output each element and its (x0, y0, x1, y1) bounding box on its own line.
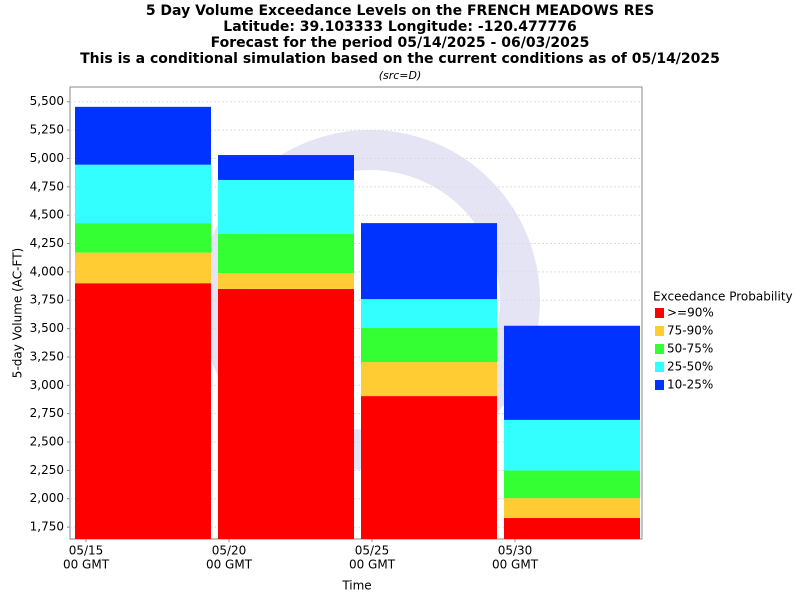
bar-segment (218, 288, 354, 539)
legend-swatch (655, 326, 664, 336)
y-tick-label: 5,500 (30, 94, 64, 108)
x-tick-label: 05/30 (498, 544, 533, 558)
bar-segment (361, 362, 497, 397)
bar-segment (361, 299, 497, 329)
x-tick-label: 00 GMT (492, 558, 539, 572)
bar-segment (218, 273, 354, 289)
x-tick-label: 00 GMT (63, 558, 110, 572)
legend-swatch (655, 362, 664, 372)
chart-title: Forecast for the period 05/14/2025 - 06/… (211, 35, 590, 51)
bar-segment (361, 223, 497, 300)
legend-label: 10-25% (667, 378, 713, 392)
y-tick-label: 3,000 (30, 378, 64, 392)
x-tick-label: 05/15 (69, 544, 104, 558)
legend-swatch (655, 308, 664, 318)
legend-label: 50-75% (667, 342, 713, 356)
legend-swatch (655, 344, 664, 354)
x-tick-label: 00 GMT (349, 558, 396, 572)
y-tick-label: 4,750 (30, 179, 64, 193)
bar-segment (504, 419, 640, 471)
bar-segment (504, 498, 640, 519)
bar-segment (75, 252, 211, 284)
y-tick-label: 4,250 (30, 236, 64, 250)
y-tick-label: 3,250 (30, 349, 64, 363)
y-tick-label: 2,000 (30, 491, 64, 505)
chart-title: 5 Day Volume Exceedance Levels on the FR… (146, 3, 654, 19)
legend-label: >=90% (667, 306, 714, 320)
legend-label: 75-90% (667, 324, 713, 338)
legend-label: 25-50% (667, 360, 713, 374)
bar-segment (75, 223, 211, 253)
bar-segment (75, 283, 211, 539)
y-tick-label: 5,250 (30, 123, 64, 137)
bar-segment (218, 180, 354, 234)
y-tick-label: 4,500 (30, 208, 64, 222)
chart-title: Latitude: 39.103333 Longitude: -120.4777… (223, 19, 576, 35)
y-axis-label: 5-day Volume (AC-FT) (11, 248, 25, 378)
legend-swatch (655, 380, 664, 390)
x-tick-label: 05/20 (212, 544, 247, 558)
y-tick-label: 5,000 (30, 151, 64, 165)
y-tick-label: 2,250 (30, 463, 64, 477)
y-tick-label: 3,500 (30, 321, 64, 335)
x-tick-label: 00 GMT (206, 558, 253, 572)
x-tick-label: 05/25 (355, 544, 390, 558)
x-axis-label: Time (341, 579, 371, 593)
chart-title: This is a conditional simulation based o… (80, 51, 720, 67)
bar-segment (218, 233, 354, 274)
bar-segment (504, 470, 640, 499)
bar-segment (75, 164, 211, 224)
bar-segment (75, 106, 211, 165)
y-tick-label: 3,750 (30, 293, 64, 307)
subtitle: (src=D) (379, 69, 422, 82)
legend-title: Exceedance Probability (653, 290, 793, 304)
bar-segment (504, 325, 640, 420)
y-tick-label: 1,750 (30, 520, 64, 534)
y-tick-label: 4,000 (30, 264, 64, 278)
bar-segment (504, 518, 640, 539)
bar-segment (218, 155, 354, 181)
bar-segment (361, 328, 497, 363)
y-tick-label: 2,750 (30, 406, 64, 420)
bar-segment (361, 396, 497, 539)
y-tick-label: 2,500 (30, 435, 64, 449)
